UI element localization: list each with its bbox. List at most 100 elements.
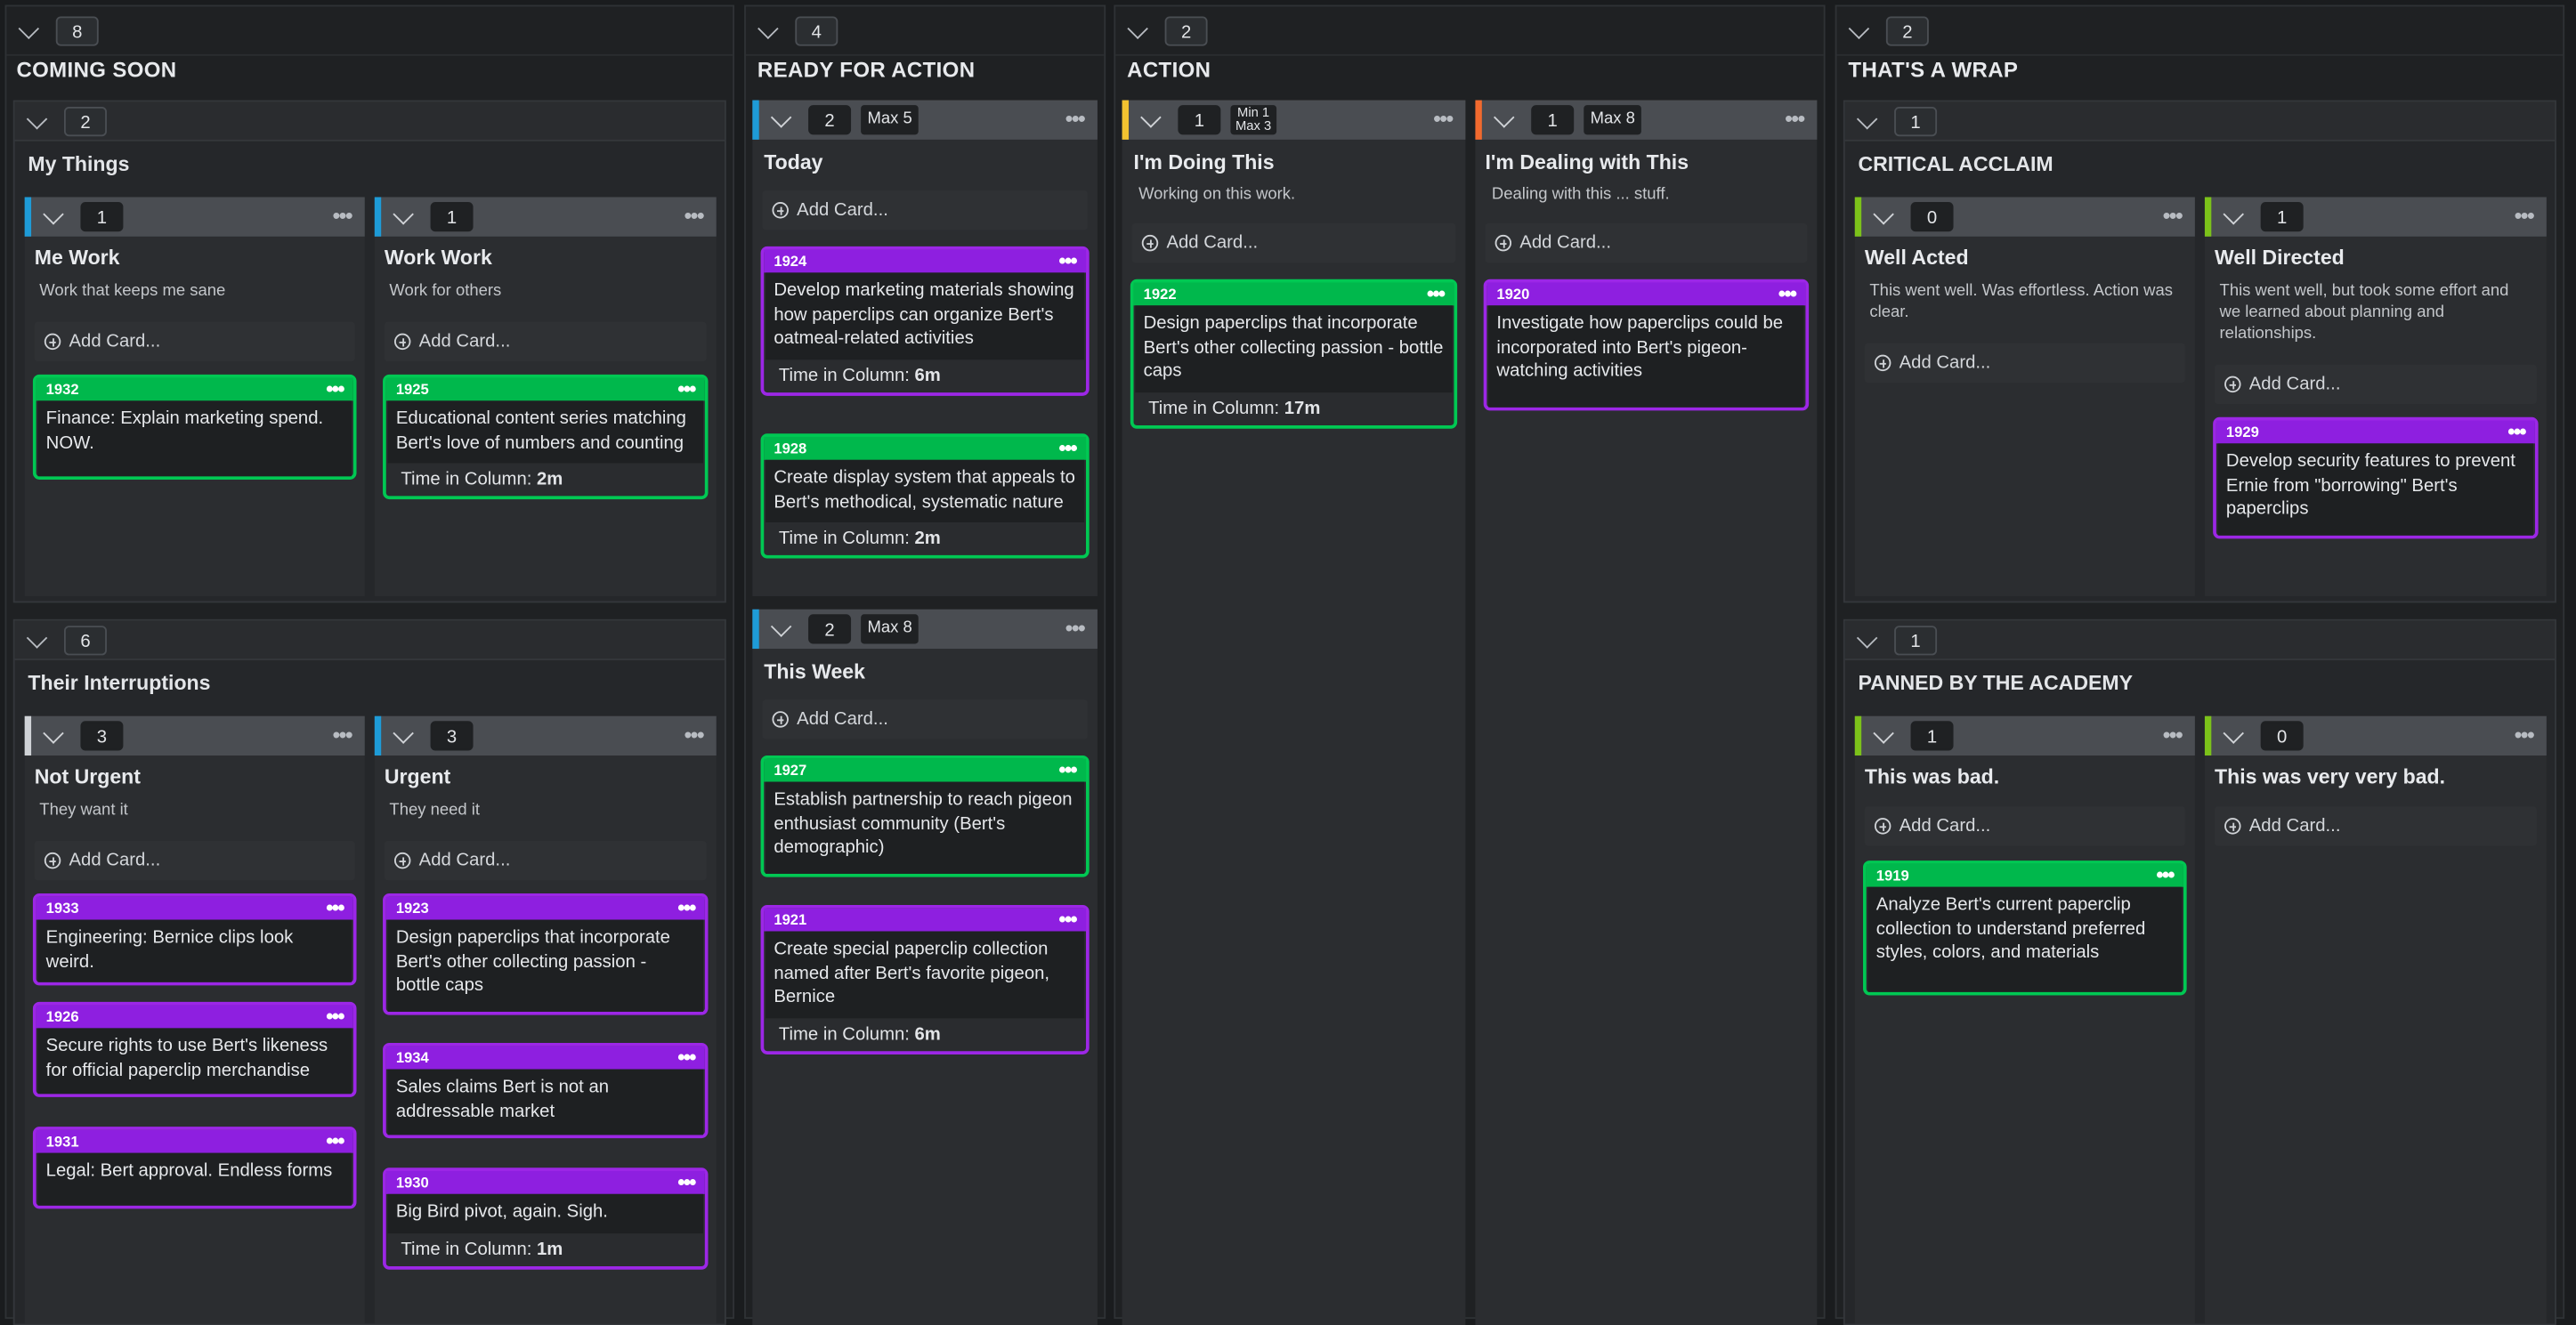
more-options-icon[interactable]: ••• xyxy=(332,202,352,229)
chevron-down-icon[interactable] xyxy=(1492,109,1519,132)
card-1923[interactable]: 1923 ••• Design paperclips that incorpora… xyxy=(383,893,709,1015)
card-1925[interactable]: 1925 ••• Educational content series match… xyxy=(383,374,709,500)
chevron-down-icon[interactable] xyxy=(41,206,68,229)
chevron-down-icon[interactable] xyxy=(16,19,43,42)
scrollbar-track[interactable] xyxy=(2565,0,2576,1311)
card-text: Finance: Explain marketing spend. NOW. xyxy=(37,400,352,477)
column-action: 2 ACTION 1 Min 1 Max 3 ••• I'm Doing This… xyxy=(1114,4,1826,1325)
card-1924[interactable]: 1924 ••• Develop marketing materials show… xyxy=(760,246,1090,395)
more-options-icon[interactable]: ••• xyxy=(2514,202,2534,229)
column-header: 4 xyxy=(745,6,1105,56)
add-card-button[interactable]: Add Card... xyxy=(384,840,707,881)
add-card-button[interactable]: Add Card... xyxy=(34,840,355,881)
card-menu-icon[interactable]: ••• xyxy=(1058,756,1077,782)
card-1919[interactable]: 1919 ••• Analyze Bert's current paperclip… xyxy=(1863,860,2187,996)
card-menu-icon[interactable]: ••• xyxy=(2507,418,2526,444)
plus-circle-icon xyxy=(772,202,789,219)
card-1931[interactable]: 1931 ••• Legal: Bert approval. Endless fo… xyxy=(32,1127,357,1209)
card-text: Legal: Bert approval. Endless forms xyxy=(37,1152,352,1206)
more-options-icon[interactable]: ••• xyxy=(2162,202,2183,229)
chevron-down-icon[interactable] xyxy=(41,724,68,747)
add-card-button[interactable]: Add Card... xyxy=(1131,223,1456,263)
time-label: Time in Column: xyxy=(778,1023,910,1044)
card-menu-icon[interactable]: ••• xyxy=(677,376,696,401)
card-menu-icon[interactable]: ••• xyxy=(326,1003,344,1029)
chevron-down-icon[interactable] xyxy=(769,109,796,132)
card-1934[interactable]: 1934 ••• Sales claims Bert is not an addr… xyxy=(383,1043,709,1139)
card-header: 1930 ••• xyxy=(385,1169,705,1194)
lane-header: 3 ••• xyxy=(374,715,717,756)
lane-header: 1 Max 8 ••• xyxy=(1475,100,1818,140)
chevron-down-icon[interactable] xyxy=(1138,109,1165,132)
card-1929[interactable]: 1929 ••• Develop security features to pre… xyxy=(2213,416,2539,539)
chevron-down-icon[interactable] xyxy=(2221,724,2248,747)
chevron-down-icon[interactable] xyxy=(756,19,782,42)
card-1933[interactable]: 1933 ••• Engineering: Bernice clips look … xyxy=(32,893,357,986)
lane-color-bar xyxy=(24,197,32,237)
add-card-button[interactable]: Add Card... xyxy=(762,190,1088,230)
card-menu-icon[interactable]: ••• xyxy=(1778,280,1797,306)
wip-limit-badge: Max 8 xyxy=(1584,105,1642,135)
chevron-down-icon[interactable] xyxy=(769,618,796,641)
chevron-down-icon[interactable] xyxy=(2221,206,2248,229)
card-1921[interactable]: 1921 ••• Create special paperclip collect… xyxy=(760,904,1090,1054)
add-card-button[interactable]: Add Card... xyxy=(1864,806,2185,846)
more-options-icon[interactable]: ••• xyxy=(332,721,352,747)
card-1922[interactable]: 1922 ••• Design paperclips that incorpora… xyxy=(1130,279,1458,428)
add-card-button[interactable]: Add Card... xyxy=(1864,343,2185,384)
chevron-down-icon[interactable] xyxy=(1855,109,1882,133)
time-value: 6m xyxy=(914,1023,941,1044)
card-menu-icon[interactable]: ••• xyxy=(1058,247,1077,273)
add-card-button[interactable]: Add Card... xyxy=(762,699,1088,739)
card-id: 1919 xyxy=(1875,867,1909,884)
card-menu-icon[interactable]: ••• xyxy=(1426,280,1446,306)
card-1928[interactable]: 1928 ••• Create display system that appea… xyxy=(760,433,1090,559)
more-options-icon[interactable]: ••• xyxy=(1784,105,1805,132)
card-menu-icon[interactable]: ••• xyxy=(1058,435,1077,460)
card-1926[interactable]: 1926 ••• Secure rights to use Bert's like… xyxy=(32,1001,357,1097)
card-menu-icon[interactable]: ••• xyxy=(1058,906,1077,932)
more-options-icon[interactable]: ••• xyxy=(1065,105,1086,132)
time-label: Time in Column: xyxy=(1148,398,1280,418)
chevron-down-icon[interactable] xyxy=(1871,206,1898,229)
card-menu-icon[interactable]: ••• xyxy=(326,1127,344,1153)
more-options-icon[interactable]: ••• xyxy=(684,202,704,229)
more-options-icon[interactable]: ••• xyxy=(1432,105,1454,132)
add-card-button[interactable]: Add Card... xyxy=(1485,223,1808,263)
time-in-column: Time in Column: 2m xyxy=(386,463,705,496)
chevron-down-icon[interactable] xyxy=(25,628,52,651)
card-count-badge: 2 xyxy=(1885,15,1929,45)
more-options-icon[interactable]: ••• xyxy=(1065,614,1086,641)
lane-header: 1 Min 1 Max 3 ••• xyxy=(1122,100,1466,140)
more-options-icon[interactable]: ••• xyxy=(2162,721,2183,747)
time-label: Time in Column: xyxy=(778,529,910,549)
chevron-down-icon[interactable] xyxy=(1855,628,1882,651)
chevron-down-icon[interactable] xyxy=(1125,19,1152,42)
card-menu-icon[interactable]: ••• xyxy=(326,376,344,401)
add-card-button[interactable]: Add Card... xyxy=(34,321,355,362)
add-card-button[interactable]: Add Card... xyxy=(384,321,707,362)
plus-circle-icon xyxy=(2224,376,2241,393)
card-menu-icon[interactable]: ••• xyxy=(677,1169,696,1194)
card-menu-icon[interactable]: ••• xyxy=(677,1044,696,1070)
chevron-down-icon[interactable] xyxy=(1871,724,1898,747)
card-menu-icon[interactable]: ••• xyxy=(326,894,344,920)
chevron-down-icon[interactable] xyxy=(391,206,417,229)
add-card-button[interactable]: Add Card... xyxy=(2215,806,2537,846)
more-options-icon[interactable]: ••• xyxy=(684,721,704,747)
more-options-icon[interactable]: ••• xyxy=(2514,721,2534,747)
card-1930[interactable]: 1930 ••• Big Bird pivot, again. Sigh. Tim… xyxy=(383,1167,709,1269)
chevron-down-icon[interactable] xyxy=(25,109,52,133)
card-id: 1925 xyxy=(395,381,429,398)
card-1920[interactable]: 1920 ••• Investigate how paperclips could… xyxy=(1483,279,1810,411)
time-in-column: Time in Column: 6m xyxy=(764,359,1086,392)
card-menu-icon[interactable]: ••• xyxy=(677,894,696,920)
column-coming-soon: 8 COMING SOON 2 My Things 1 ••• Me Work … xyxy=(4,4,735,1325)
chevron-down-icon[interactable] xyxy=(1847,19,1874,42)
card-menu-icon[interactable]: ••• xyxy=(2156,861,2175,887)
add-card-button[interactable]: Add Card... xyxy=(2215,364,2537,405)
card-1927[interactable]: 1927 ••• Establish partnership to reach p… xyxy=(760,755,1090,877)
chevron-down-icon[interactable] xyxy=(391,724,417,747)
lane-color-bar xyxy=(24,715,32,756)
card-1932[interactable]: 1932 ••• Finance: Explain marketing spend… xyxy=(32,374,357,480)
